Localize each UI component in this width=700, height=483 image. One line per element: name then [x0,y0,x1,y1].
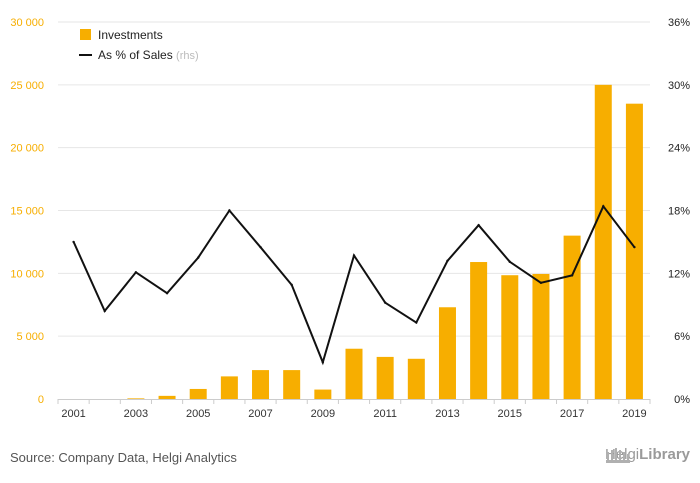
y-right-tick-label: 12% [668,268,690,280]
x-tick-label: 2015 [498,408,522,420]
logo-text: HelgiLibrary [605,446,690,463]
y-right-tick-label: 6% [674,331,690,343]
x-tick-label: 2013 [435,408,459,420]
chart: 0 0% 5 000 6% 10 000 12% 15 000 18% 20 000 24% 25 … [10,17,690,420]
y-right-tick-label: 0% [674,394,690,406]
y-left-tick-label: 15 000 [10,206,44,218]
investment-bar [625,103,643,399]
investment-bar [314,389,332,399]
sales-percent-point [352,254,356,257]
y-right-tick-label: 30% [668,80,690,92]
sales-percent-point [570,274,574,277]
sales-percent-point [259,245,262,249]
investment-bar [594,84,612,399]
y-left-tick-label: 30 000 [10,17,44,29]
x-tick-label: 2019 [622,408,646,420]
sales-percent-point [446,259,449,262]
investment-bar [158,395,176,399]
sales-percent-point [508,260,511,264]
sales-percent-point [103,309,106,313]
sales-percent-point [134,271,138,274]
sales-percent-point [415,321,418,324]
legend-label-investments: Investments [98,28,163,42]
legend-label-sales-percent: As % of Sales (rhs) [98,48,199,62]
sales-percent-point [197,256,200,259]
x-tick-label: 2011 [373,408,397,420]
investment-bar [407,358,425,399]
investment-bar [501,275,519,399]
sales-percent-point [539,281,543,284]
legend-rhs-note: (rhs) [176,50,199,62]
x-tick-label: 2001 [61,408,85,420]
sales-percent-line [72,204,636,366]
y-left-tick-label: 5 000 [16,331,44,343]
investment-bar [345,348,363,399]
legend-swatch-investments [80,29,91,40]
investment-bar [127,398,145,399]
investment-bar [189,388,207,399]
sales-percent-point [72,240,75,244]
x-tick-label: 2007 [248,408,272,420]
y-left-tick-label: 10 000 [10,268,44,280]
investment-bar [532,273,550,399]
y-right-tick-label: 36% [668,17,690,29]
y-left-tick-label: 0 [38,394,44,406]
x-tick-label: 2017 [560,408,584,420]
investment-bar [376,356,394,399]
sales-percent-point [383,301,387,304]
sales-percent-point [477,223,480,227]
helgi-library-logo: HelgiLibrary [605,446,690,463]
investment-bar [470,262,488,399]
y-right-tick-label: 18% [668,206,690,218]
investment-bar [283,370,301,399]
sales-percent-point [290,283,293,287]
x-tick-label: 2005 [186,408,210,420]
logo-text-helgi: Helgi [604,446,640,463]
y-right-tick-label: 24% [668,143,690,155]
investment-bar [438,307,456,399]
y-left-tick-label: 20 000 [10,143,44,155]
sales-percent-point [228,209,231,212]
source-note: Source: Company Data, Helgi Analytics [10,450,237,465]
sales-percent-point [633,245,636,249]
investment-bar [252,370,270,399]
sales-percent-point [321,361,325,364]
y-left-tick-label: 25 000 [10,80,44,92]
sales-percent-point [165,292,169,295]
sales-percent-point [602,205,605,208]
library-icon [605,448,630,463]
x-tick-label: 2003 [124,408,148,420]
logo-text-library: Library [639,446,690,463]
investment-bar [220,376,238,399]
x-tick-label: 2009 [311,408,335,420]
